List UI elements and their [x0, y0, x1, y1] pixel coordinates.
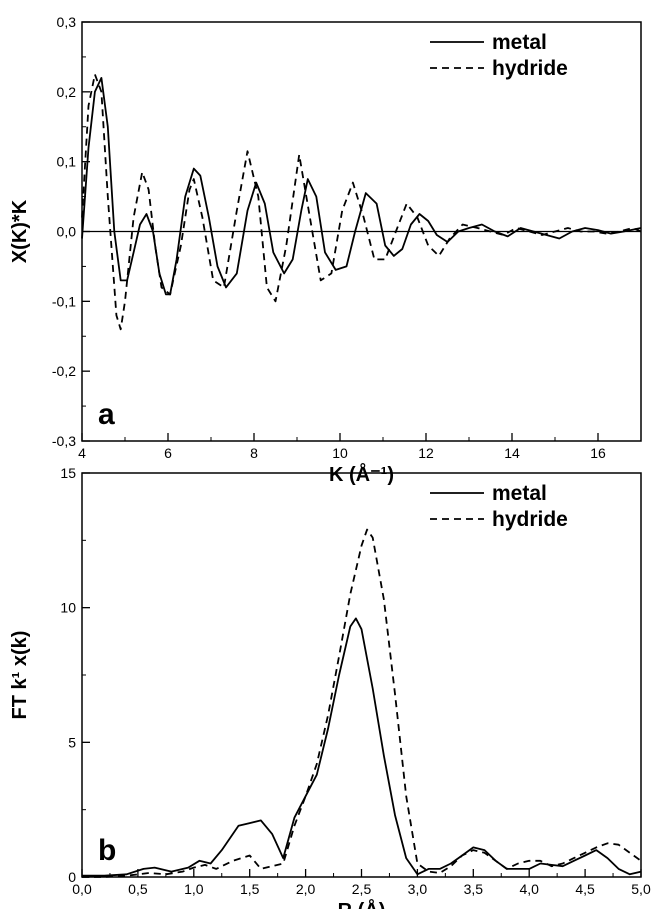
x-tick-label: 3,5: [464, 881, 484, 897]
y-tick-label: 0,2: [57, 84, 77, 100]
legend-label-hydride: hydride: [492, 57, 568, 80]
x-tick-label: 1,5: [240, 881, 260, 897]
plot-frame: [81, 472, 642, 878]
x-tick-label: 6: [164, 445, 172, 461]
y-tick-label: -0,1: [52, 293, 76, 309]
y-tick-label: 15: [60, 465, 76, 481]
legend-label-hydride: hydride: [492, 508, 568, 531]
x-axis-label: K (Å⁻¹): [329, 462, 394, 486]
y-axis-label: FT k¹ x(k): [9, 631, 31, 720]
y-tick-label: 0,1: [57, 154, 77, 170]
y-tick-label: 0,0: [57, 224, 77, 240]
series-line-hydride: [82, 528, 642, 878]
series-line-metal: [82, 617, 642, 877]
y-tick-label: -0,2: [52, 363, 76, 379]
panel-label: b: [98, 834, 116, 867]
x-tick-label: 12: [418, 445, 434, 461]
x-tick-label: 4,5: [575, 881, 595, 897]
x-tick-label: 4,0: [519, 881, 539, 897]
x-tick-label: 14: [504, 445, 520, 461]
y-tick-label: 10: [60, 600, 76, 616]
x-tick-label: 0,5: [128, 881, 148, 897]
x-tick-label: 1,0: [184, 881, 204, 897]
x-tick-label: 3,0: [408, 881, 428, 897]
x-tick-label: 16: [590, 445, 606, 461]
chart-panel-b: 0,0 0,5 1,0 1,5 2,0 2,5 3,0 3,5 4,0 4,5 5,0 0 5 10 15 R…: [9, 465, 651, 909]
legend-label-metal: metal: [492, 482, 547, 505]
y-tick-label: 0: [68, 869, 76, 885]
series-line-metal: [81, 77, 642, 296]
legend-label-metal: metal: [492, 31, 547, 54]
panel-label: a: [98, 398, 115, 431]
x-tick-label: 0,0: [72, 881, 92, 897]
y-tick-label: 0,3: [57, 14, 77, 30]
y-tick-label: 5: [68, 734, 76, 750]
x-tick-label: 10: [332, 445, 348, 461]
x-tick-label: 2,5: [352, 881, 372, 897]
x-tick-label: 4: [78, 445, 86, 461]
x-tick-label: 8: [250, 445, 258, 461]
x-tick-label: 2,0: [296, 881, 316, 897]
x-tick-label: 5,0: [631, 881, 651, 897]
x-axis-label: R (Å): [338, 898, 386, 909]
chart-panel-a: 4 6 8 10 12 14 16 -0,3 -0,2 -0,1 0,0 0,1 0,2 0,3 K (Å⁻…: [9, 14, 642, 486]
y-tick-label: -0,3: [52, 433, 76, 449]
series-line-hydride: [81, 73, 642, 331]
y-axis-label: X(K)*K: [9, 199, 31, 263]
